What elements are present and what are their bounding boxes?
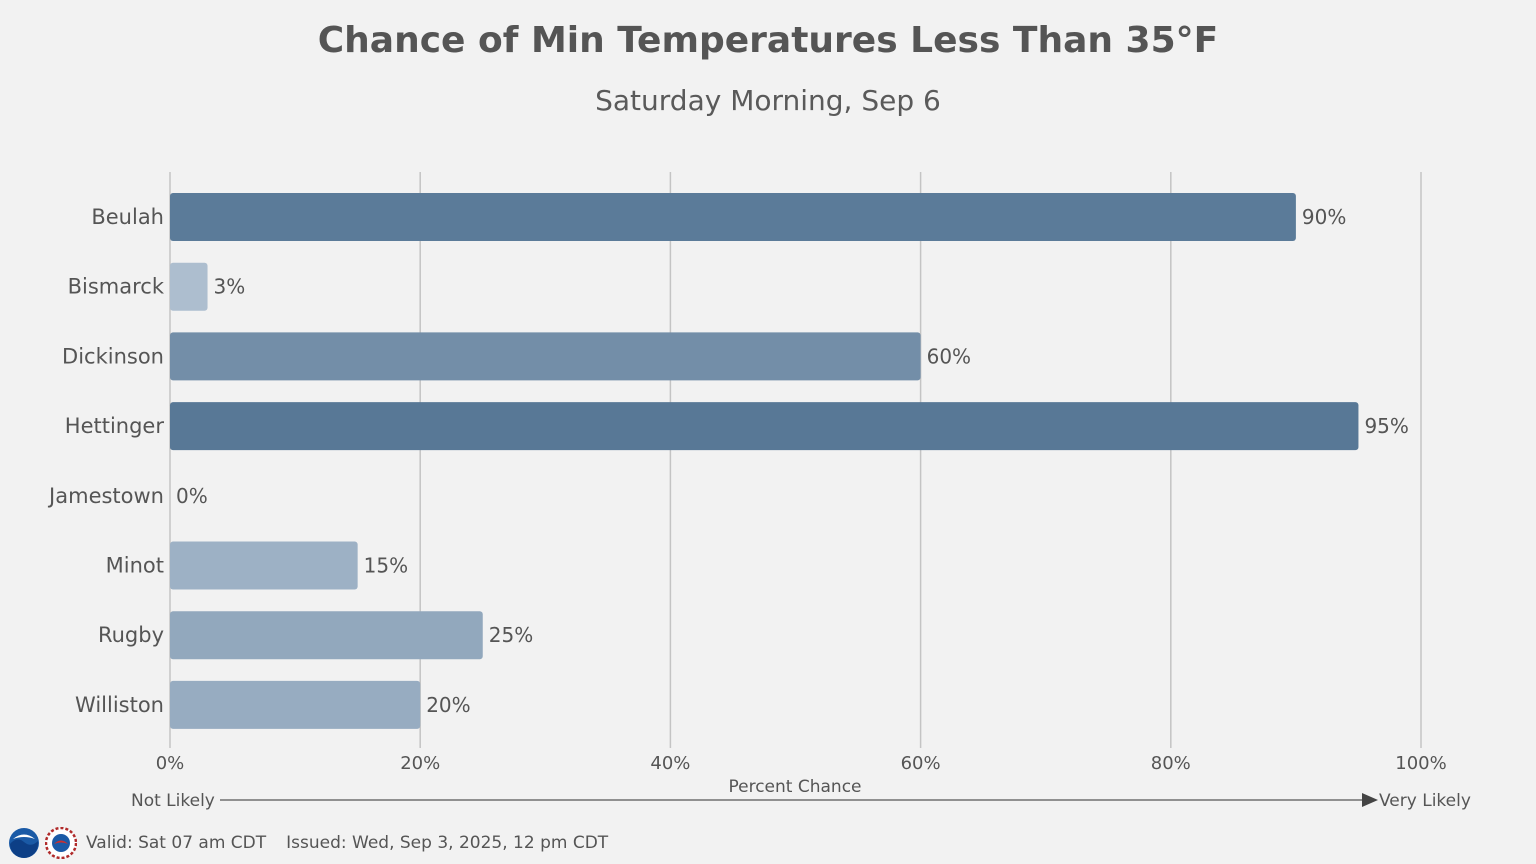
category-label: Hettinger <box>65 414 165 438</box>
value-label: 25% <box>489 623 533 647</box>
x-tick-label: 60% <box>901 753 941 774</box>
bar-beulah <box>170 193 1296 241</box>
value-label: 20% <box>426 693 470 717</box>
chart-title: Chance of Min Temperatures Less Than 35°… <box>317 20 1219 61</box>
footer: Valid: Sat 07 am CDT Issued: Wed, Sep 3,… <box>8 826 608 860</box>
value-label: 3% <box>214 275 246 299</box>
category-label: Williston <box>75 693 164 717</box>
scale-arrow-head <box>1362 793 1378 807</box>
x-tick-label: 20% <box>400 753 440 774</box>
bar-minot <box>170 541 358 590</box>
category-label: Beulah <box>91 205 164 229</box>
noaa-logo-icon <box>9 828 39 858</box>
bar-chart: Beulah Bismarck Dickinson Hettinger Jamestow… <box>47 172 1471 811</box>
category-label: Jamestown <box>47 484 164 508</box>
value-labels: 90% 3% 60% 95% 0% 15% 25% 20% <box>176 205 1409 717</box>
value-label: 95% <box>1364 414 1408 438</box>
value-label: 60% <box>927 344 971 368</box>
scale-left-label: Not Likely <box>131 791 215 811</box>
bar-dickinson <box>170 332 921 381</box>
issued-time: Issued: Wed, Sep 3, 2025, 12 pm CDT <box>286 833 609 853</box>
x-tick-labels: 0% 20% 40% 60% 80% 100% <box>156 753 1447 774</box>
bar-rugby <box>170 611 483 660</box>
category-label: Dickinson <box>62 344 164 368</box>
bars <box>170 193 1359 729</box>
x-tick-label: 80% <box>1151 753 1191 774</box>
value-label: 0% <box>176 484 208 508</box>
x-tick-label: 100% <box>1395 753 1446 774</box>
value-label: 15% <box>364 554 408 578</box>
category-label: Rugby <box>98 623 164 647</box>
value-label: 90% <box>1302 205 1346 229</box>
x-tick-label: 0% <box>156 753 185 774</box>
grid-lines <box>169 172 1422 748</box>
category-labels: Beulah Bismarck Dickinson Hettinger Jamestow… <box>47 205 165 717</box>
scale-right-label: Very Likely <box>1379 791 1471 811</box>
bar-williston <box>170 680 421 729</box>
valid-time: Valid: Sat 07 am CDT <box>86 833 267 853</box>
category-label: Bismarck <box>68 275 165 299</box>
x-axis-label: Percent Chance <box>728 777 861 797</box>
chart-subtitle: Saturday Morning, Sep 6 <box>595 84 941 117</box>
bar-hettinger <box>170 402 1359 451</box>
bar-bismarck <box>170 262 208 311</box>
x-tick-label: 40% <box>650 753 690 774</box>
category-label: Minot <box>106 554 164 578</box>
nws-logo-icon <box>45 827 77 859</box>
